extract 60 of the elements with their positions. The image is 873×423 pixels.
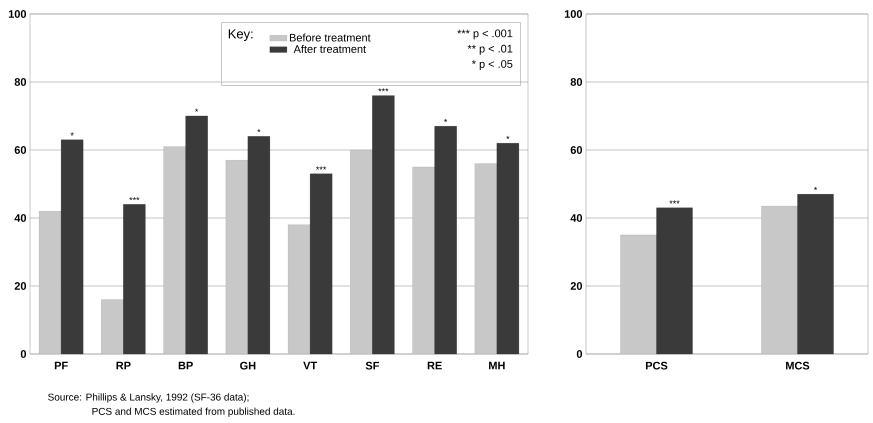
bar (496, 143, 520, 354)
annotation: *** (378, 88, 388, 92)
x-tick-label: PF (54, 362, 68, 370)
annotation: * (814, 186, 818, 190)
bar (185, 116, 208, 354)
annotation: ** p < .01 (468, 44, 512, 55)
x-tick-label: RP (116, 362, 131, 370)
annotation: * (70, 132, 74, 136)
bar (474, 163, 498, 354)
bar (310, 174, 332, 354)
y-tick-label: 100 (8, 10, 26, 18)
y-tick-label: 60 (14, 146, 26, 154)
x-tick-label: VT (303, 362, 318, 370)
y-tick-label: 20 (570, 282, 582, 290)
source-note: Source: Phillips & Lansky, 1992 (SF-36 data); (48, 393, 248, 403)
bar (620, 234, 657, 354)
x-tick-label: RE (428, 362, 442, 370)
y-tick-label: 100 (564, 10, 582, 18)
annotation: * p < .05 (472, 60, 512, 70)
annotation: * (506, 136, 510, 139)
bar (226, 160, 248, 354)
y-tick-label: 80 (570, 78, 582, 86)
x-tick-label: GH (240, 362, 256, 370)
annotation: *** (669, 200, 680, 204)
annotation: *** p < .001 (457, 30, 512, 40)
bar (248, 136, 270, 354)
annotation: *** (129, 197, 140, 200)
y-tick-label: 0 (576, 350, 582, 358)
y-tick-label: 80 (14, 78, 26, 86)
legend-title: Key: (228, 29, 252, 42)
annotation: * (257, 129, 260, 132)
bar (163, 146, 186, 354)
bar (350, 150, 373, 354)
y-tick-label: 40 (570, 214, 582, 222)
x-tick-label: SF (366, 362, 379, 370)
x-tick-label: PCS (646, 362, 668, 370)
annotation: *** (316, 166, 326, 170)
bar (101, 299, 124, 354)
x-tick-label: BP (178, 362, 193, 370)
annotation: * (195, 108, 198, 112)
x-tick-label: MCS (786, 362, 810, 370)
bar (123, 204, 146, 354)
bar (434, 126, 457, 354)
legend-label: Before treatment (290, 33, 371, 42)
bar (412, 166, 435, 354)
bar (372, 95, 395, 354)
y-tick-label: 0 (20, 350, 26, 358)
bar (288, 224, 310, 354)
text: PCS and MCS estimated from published data. (92, 408, 294, 417)
bar (761, 206, 798, 354)
bar (797, 194, 834, 354)
bar (38, 211, 62, 354)
bar (656, 208, 693, 354)
y-tick-label: 40 (14, 214, 26, 222)
legend-label: After treatment (294, 44, 366, 53)
annotation: * (444, 118, 448, 122)
bar (60, 140, 84, 354)
y-tick-label: 20 (14, 282, 26, 290)
x-tick-label: MH (489, 362, 505, 370)
y-tick-label: 60 (570, 146, 582, 154)
